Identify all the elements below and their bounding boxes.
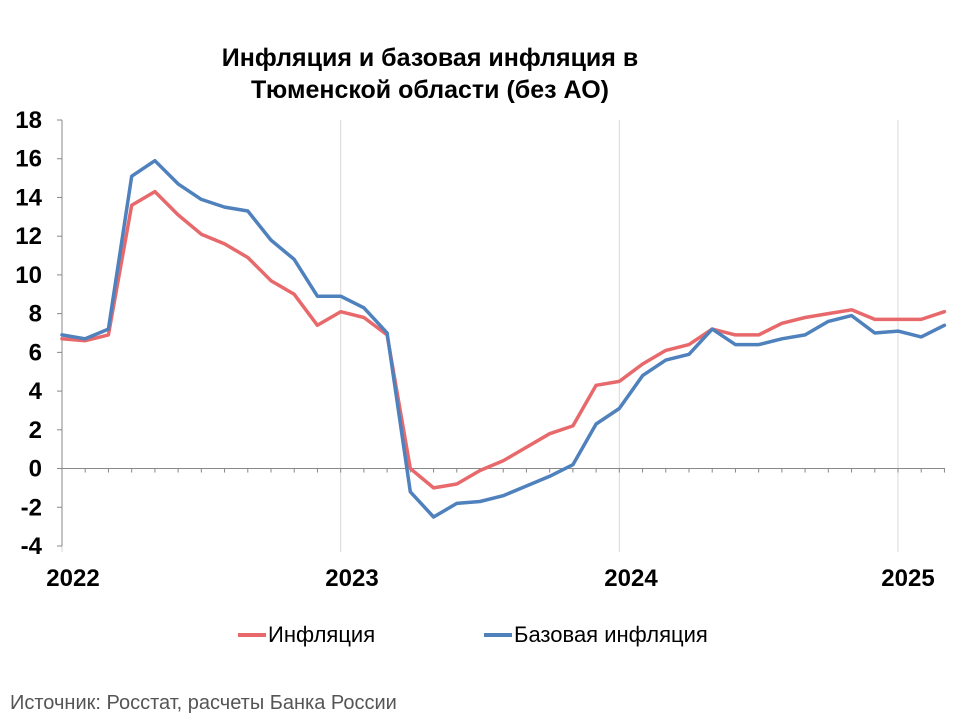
series-line-inflation (60, 189, 947, 490)
y-tick-label: 4 (29, 378, 43, 405)
y-tick-label: 14 (15, 184, 42, 211)
chart-title-line-1: Инфляция и базовая инфляция в (221, 44, 639, 72)
series-line-core-inflation (60, 158, 947, 519)
y-tick-label: -4 (21, 533, 43, 560)
y-tick-label: 12 (15, 223, 42, 250)
y-tick-label: 2 (29, 417, 42, 444)
y-tick-label: 10 (15, 262, 42, 289)
chart-title: Инфляция и базовая инфляция в Тюменской … (180, 42, 680, 106)
y-tick-label: 16 (15, 146, 42, 173)
y-tick-label: -2 (21, 494, 42, 521)
y-tick-label: 18 (15, 107, 42, 134)
legend-item-inflation: Инфляция (238, 622, 375, 648)
source-note: Источник: Росстат, расчеты Банка России (10, 692, 397, 714)
grid-layer (61, 120, 899, 552)
series-layer (60, 158, 947, 519)
legend-label-inflation: Инфляция (268, 622, 376, 647)
legend-swatch-core-inflation (484, 633, 512, 637)
y-tick-label: 8 (29, 301, 42, 328)
x-tick-label-2024: 2024 (604, 565, 658, 592)
legend-item-core-inflation: Базовая инфляция (484, 622, 708, 648)
x-tick-label-2023: 2023 (325, 565, 378, 592)
y-tick-label: 6 (29, 339, 42, 366)
legend-swatch-inflation (238, 633, 266, 637)
x-tick-label-2022: 2022 (46, 565, 99, 592)
chart-title-line-2: Тюменской области (без АО) (250, 76, 609, 104)
y-tick-label: 0 (29, 456, 42, 483)
x-tick-label-2025: 2025 (881, 565, 934, 592)
legend-label-core-inflation: Базовая инфляция (514, 622, 708, 647)
chart-legend: Инфляция Базовая инфляция (0, 622, 960, 652)
